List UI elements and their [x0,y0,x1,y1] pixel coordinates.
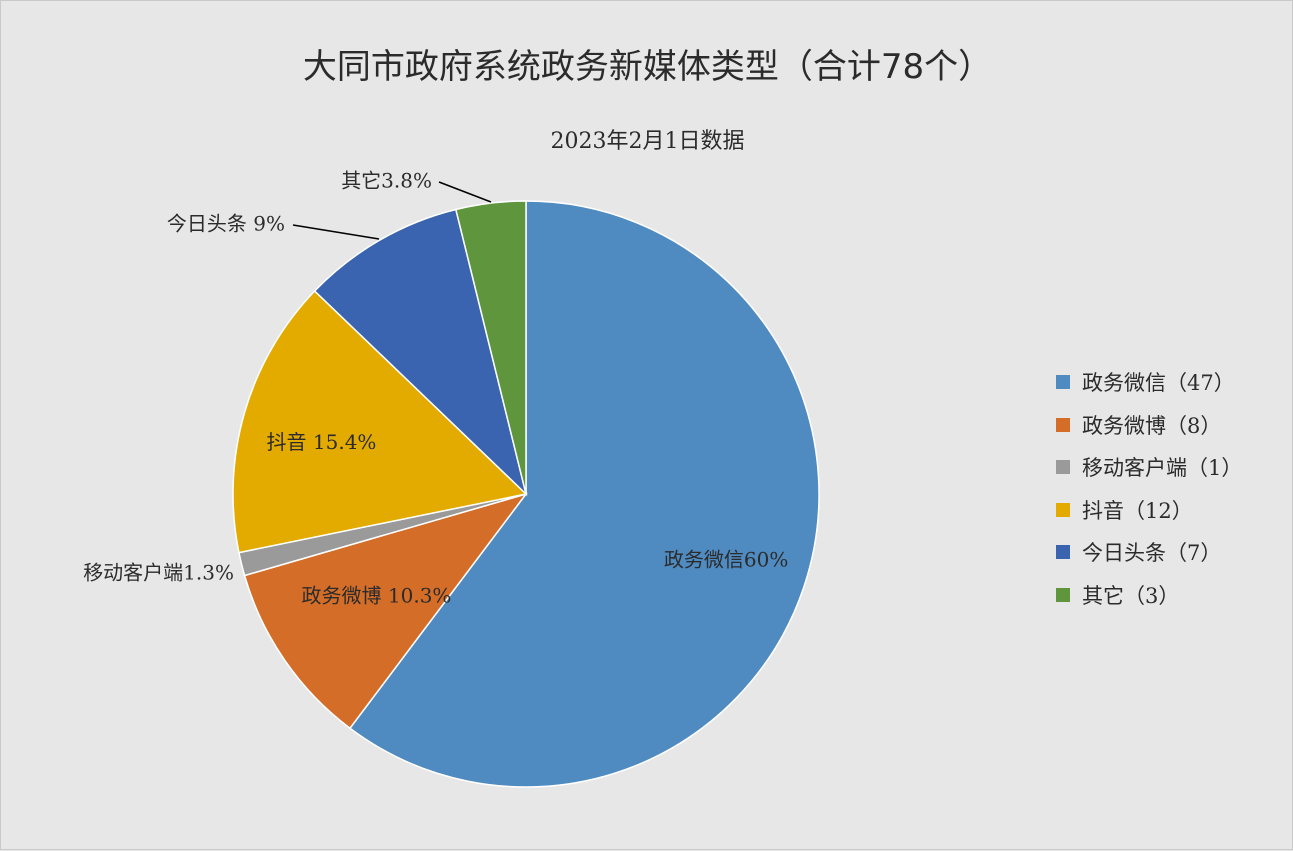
legend-label: 政务微博（8） [1082,413,1222,438]
legend-label: 今日头条（7） [1082,541,1222,566]
slice-data-label: 抖音 15.4% [267,430,377,454]
label-leader-line [292,224,380,240]
label-leader-line [438,181,492,203]
slice-data-label: 移动客户端1.3% [83,561,234,585]
legend-label: 抖音（12） [1082,498,1193,523]
slice-data-label: 今日头条 9% [167,212,285,236]
legend-item: 今日头条（7） [1056,531,1242,574]
chart-title: 大同市政府系统政务新媒体类型（合计78个） [302,47,993,87]
legend-item: 抖音（12） [1056,489,1242,532]
legend-label: 政务微信（47） [1082,371,1235,396]
legend-swatch [1056,375,1070,390]
slice-data-label: 政务微信60% [664,547,788,571]
legend-item: 政务微博（8） [1056,404,1242,447]
legend-label: 移动客户端（1） [1082,456,1243,481]
pie-slice-1 [348,200,820,788]
legend-swatch [1056,460,1070,475]
legend-swatch [1056,587,1070,602]
chart-subtitle: 2023年2月1日数据 [550,129,745,154]
legend-swatch [1056,545,1070,560]
legend: 政务微信（47） 政务微博（8） 移动客户端（1） 抖音（12） 今日头条（7） 其它（3… [1056,361,1242,616]
legend-item: 移动客户端（1） [1056,446,1242,489]
legend-item: 政务微信（47） [1056,361,1242,404]
legend-label: 其它（3） [1082,583,1180,608]
legend-swatch [1056,502,1070,517]
slice-data-label: 其它3.8% [341,169,432,193]
legend-item: 其它（3） [1056,574,1242,617]
pie-slice-4 [232,289,528,554]
pie-slice-2 [243,492,528,730]
slice-data-label: 政务微博 10.3% [302,584,452,608]
legend-swatch [1056,417,1070,432]
pie-slice-6 [454,200,527,495]
